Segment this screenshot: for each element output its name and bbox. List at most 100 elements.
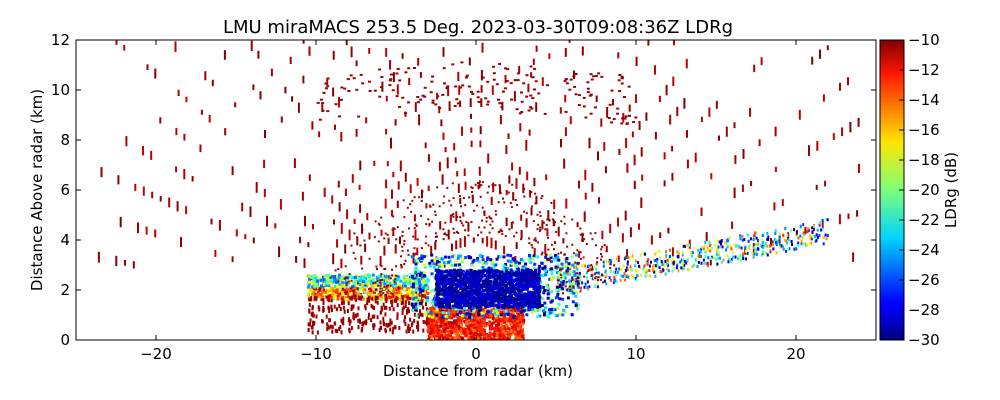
echo-pixel [492, 182, 495, 193]
echo-pixel [364, 304, 367, 309]
echo-pixel [622, 264, 625, 268]
echo-pixel [442, 305, 446, 309]
echo-pixel [447, 229, 450, 240]
echo-pixel [570, 255, 574, 259]
echo-pixel [422, 319, 425, 324]
echo-pixel [510, 98, 514, 101]
echo-pixel [313, 285, 317, 289]
echo-pixel [433, 327, 437, 331]
echo-pixel [516, 308, 520, 312]
echo-pixel [638, 223, 640, 230]
echo-pixel [521, 287, 525, 291]
echo-pixel [564, 110, 568, 113]
echo-pixel [636, 269, 639, 273]
echo-pixel [686, 130, 688, 138]
echo-pixel [353, 278, 357, 282]
echo-pixel [546, 84, 549, 87]
echo-pixel [527, 290, 531, 294]
echo-pixel [676, 106, 679, 117]
echo-pixel [523, 298, 527, 302]
echo-pixel [175, 166, 178, 173]
echo-pixel [461, 283, 465, 287]
echo-pixel [494, 331, 498, 335]
echo-pixel [470, 113, 472, 119]
echo-pixel [535, 195, 538, 205]
echo-pixel [489, 280, 493, 283]
echo-pixel [313, 273, 317, 277]
echo-pixel [336, 284, 340, 288]
echo-pixel [634, 264, 636, 268]
echo-pixel [414, 229, 417, 241]
echo-pixel [705, 232, 708, 242]
echo-pixel [480, 274, 484, 278]
echo-pixel [443, 281, 447, 285]
echo-pixel [317, 305, 320, 310]
echo-pixel [373, 323, 376, 328]
echo-pixel [537, 92, 541, 95]
echo-pixel [388, 84, 392, 87]
echo-pixel [361, 322, 364, 326]
echo-pixel [481, 76, 485, 79]
echo-pixel [457, 272, 461, 276]
echo-pixel [526, 296, 530, 300]
echo-pixel [576, 303, 580, 307]
echo-pixel [454, 258, 458, 262]
echo-pixel [450, 331, 454, 335]
echo-pixel [380, 86, 383, 89]
echo-pixel [499, 185, 501, 195]
echo-pixel [472, 318, 476, 322]
echo-pixel [334, 124, 336, 130]
echo-pixel [459, 296, 463, 300]
echo-pixel [708, 107, 711, 117]
echo-pixel [441, 270, 445, 274]
echo-pixel [307, 322, 310, 327]
echo-pixel [458, 319, 462, 323]
echo-pixel [510, 326, 514, 330]
echo-pixel [517, 274, 521, 278]
echo-pixel [404, 322, 407, 326]
echo-pixel [610, 260, 612, 264]
echo-pixel [450, 284, 454, 288]
echo-pixel [610, 269, 612, 273]
echo-pixel [326, 110, 330, 113]
echo-pixel [456, 171, 459, 177]
echo-pixel [619, 278, 622, 282]
echo-pixel [480, 318, 484, 322]
echo-pixel [482, 317, 486, 321]
echo-pixel [371, 314, 374, 319]
echo-pixel [432, 326, 435, 330]
echo-pixel [264, 130, 266, 139]
echo-pixel [470, 90, 473, 93]
echo-pixel [466, 278, 470, 282]
echo-pixel [462, 327, 466, 331]
echo-pixel [788, 238, 791, 242]
echo-pixel [491, 65, 495, 68]
echo-pixel [446, 326, 450, 330]
echo-pixel [451, 287, 455, 291]
echo-pixel [376, 277, 380, 280]
echo-pixel [536, 228, 539, 231]
echo-pixel [530, 279, 534, 283]
echo-pixel [508, 292, 512, 296]
echo-pixel [712, 256, 715, 260]
echo-pixel [808, 145, 810, 156]
echo-pixel [383, 275, 387, 279]
echo-pixel [388, 295, 392, 299]
echo-pixel [509, 270, 513, 274]
echo-pixel [672, 257, 675, 261]
echo-pixel [454, 263, 458, 267]
echo-pixel [318, 287, 322, 291]
echo-pixel [515, 108, 519, 111]
echo-pixel [401, 296, 404, 301]
echo-pixel [481, 258, 485, 262]
echo-pixel [352, 312, 355, 317]
echo-pixel [520, 272, 524, 275]
echo-pixel [533, 274, 537, 278]
echo-pixel [142, 145, 144, 156]
echo-pixel [604, 269, 607, 273]
echo-pixel [350, 46, 353, 58]
echo-pixel [697, 256, 700, 260]
echo-pixel [364, 306, 367, 311]
echo-pixel [477, 292, 481, 296]
echo-pixel [424, 281, 428, 285]
